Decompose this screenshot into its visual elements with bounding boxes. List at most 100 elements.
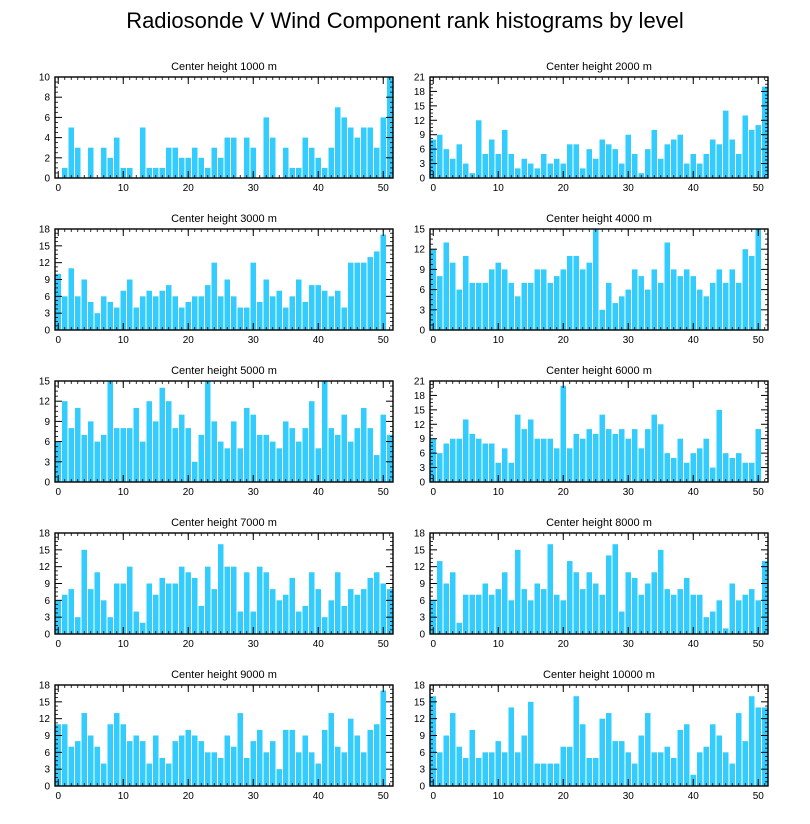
bar — [328, 713, 334, 786]
bar — [651, 269, 657, 330]
bar — [62, 401, 68, 482]
x-tick-label: 30 — [623, 639, 635, 650]
bar — [302, 428, 308, 482]
bar — [489, 752, 495, 786]
bar — [276, 448, 282, 482]
bar — [263, 117, 269, 178]
bar — [296, 611, 302, 634]
bar — [231, 421, 237, 482]
x-tick-label: 20 — [558, 487, 570, 498]
x-tick-label: 50 — [378, 639, 390, 650]
y-tick-label: 12 — [414, 420, 426, 431]
bar — [107, 381, 113, 482]
bar — [62, 724, 68, 786]
x-tick-label: 30 — [248, 639, 260, 650]
bar — [309, 572, 315, 634]
bar — [593, 433, 599, 482]
y-tick-label: 15 — [39, 377, 51, 388]
y-tick-label: 12 — [414, 562, 426, 573]
bar — [521, 282, 527, 330]
bar — [224, 448, 230, 482]
panel-title: Center height 1000 m — [171, 61, 277, 73]
bar — [560, 746, 566, 786]
bar — [354, 137, 360, 178]
y-tick-label: 18 — [414, 391, 426, 402]
bar — [489, 594, 495, 634]
bar — [456, 144, 462, 178]
bar — [495, 741, 501, 786]
bar — [508, 282, 514, 330]
bar — [599, 309, 605, 330]
y-tick-label: 0 — [44, 478, 50, 489]
x-tick-label: 40 — [688, 639, 700, 650]
y-tick-label: 18 — [414, 87, 426, 98]
panel-2: Center height 3000 m 0 10 20 30 40 50 0 3 6 9 12 15 1… — [39, 213, 394, 346]
bar — [224, 735, 230, 786]
bar — [671, 594, 677, 634]
bar — [729, 457, 735, 482]
bar — [482, 583, 488, 634]
bar — [463, 757, 469, 786]
bar — [729, 139, 735, 178]
bar — [94, 746, 100, 786]
bar — [94, 441, 100, 482]
bar — [309, 401, 315, 482]
x-tick-label: 30 — [248, 335, 260, 346]
bar — [515, 549, 521, 634]
bar — [710, 611, 716, 634]
bar — [374, 147, 380, 178]
bar — [205, 285, 211, 330]
bar — [677, 729, 683, 786]
bar — [541, 438, 547, 482]
y-tick-label: 6 — [44, 437, 50, 448]
bar — [469, 729, 475, 786]
bar — [101, 600, 107, 634]
bar — [120, 724, 126, 786]
bar — [374, 455, 380, 482]
y-tick-label: 15 — [39, 545, 51, 556]
bar — [736, 600, 742, 634]
bar — [257, 434, 263, 482]
bar — [658, 752, 664, 786]
bar — [172, 296, 178, 330]
bar — [703, 296, 709, 330]
y-tick-label: 0 — [419, 478, 425, 489]
bar — [146, 167, 152, 178]
bar — [257, 301, 263, 330]
bar — [625, 572, 631, 634]
bar — [179, 566, 185, 634]
bar — [606, 713, 612, 786]
bar — [690, 276, 696, 330]
bar — [573, 255, 579, 330]
bar — [749, 129, 755, 178]
bar — [296, 752, 302, 786]
bar — [703, 746, 709, 786]
bar — [146, 763, 152, 786]
bar — [547, 282, 553, 330]
bar — [250, 147, 256, 178]
bar — [437, 276, 443, 330]
bar — [101, 147, 107, 178]
bar — [619, 163, 625, 178]
bar — [75, 617, 81, 634]
bar — [296, 441, 302, 482]
x-tick-label: 20 — [183, 791, 195, 802]
x-tick-label: 50 — [753, 639, 765, 650]
bar — [218, 157, 224, 178]
y-tick-label: 0 — [419, 326, 425, 337]
bar — [599, 594, 605, 634]
bar — [645, 583, 651, 634]
panel-title: Center height 5000 m — [171, 365, 277, 377]
bar — [443, 242, 449, 330]
bar — [573, 144, 579, 178]
bar — [515, 752, 521, 786]
bar — [185, 301, 191, 330]
y-tick-label: 15 — [414, 405, 426, 416]
bar — [664, 746, 670, 786]
x-tick-label: 50 — [378, 791, 390, 802]
bar — [729, 763, 735, 786]
bar — [289, 428, 295, 482]
bar — [244, 757, 250, 786]
bar — [211, 147, 217, 178]
